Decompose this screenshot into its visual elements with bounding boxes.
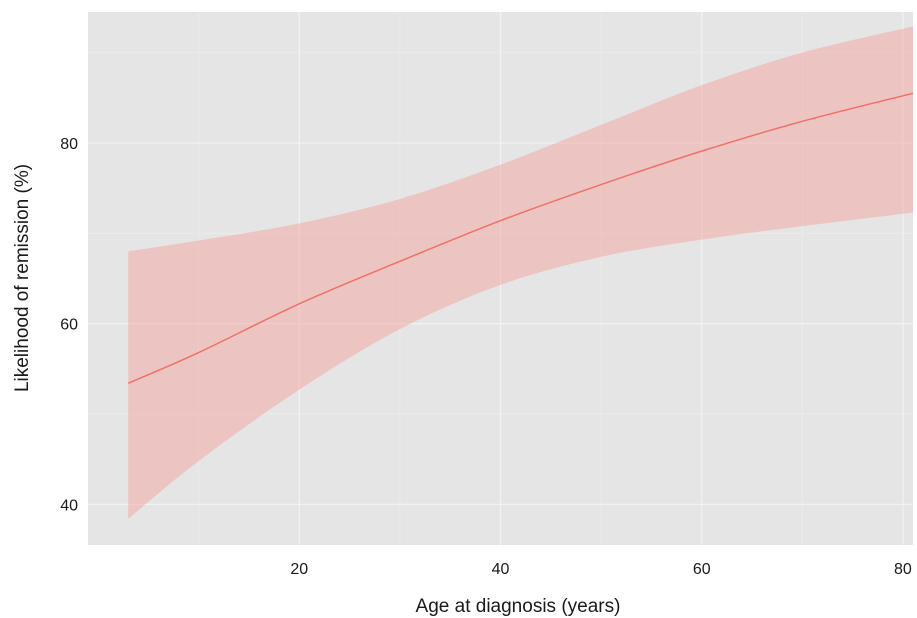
y-tick-label: 60 bbox=[60, 317, 78, 334]
fitted-line bbox=[127, 92, 914, 384]
grid bbox=[88, 12, 913, 545]
y-tick-label: 40 bbox=[60, 497, 78, 514]
x-tick-label: 60 bbox=[693, 561, 711, 578]
x-axis-ticks: 20 40 60 80 bbox=[290, 561, 912, 578]
y-axis-title: Likelihood of remission (%) bbox=[12, 164, 33, 392]
x-axis-title: Age at diagnosis (years) bbox=[416, 596, 621, 617]
confidence-band bbox=[128, 26, 914, 519]
x-tick-label: 40 bbox=[492, 561, 510, 578]
y-tick-label: 80 bbox=[60, 136, 78, 153]
x-tick-label: 80 bbox=[894, 561, 912, 578]
x-tick-label: 20 bbox=[290, 561, 308, 578]
y-axis-ticks: 40 60 80 bbox=[60, 136, 78, 514]
